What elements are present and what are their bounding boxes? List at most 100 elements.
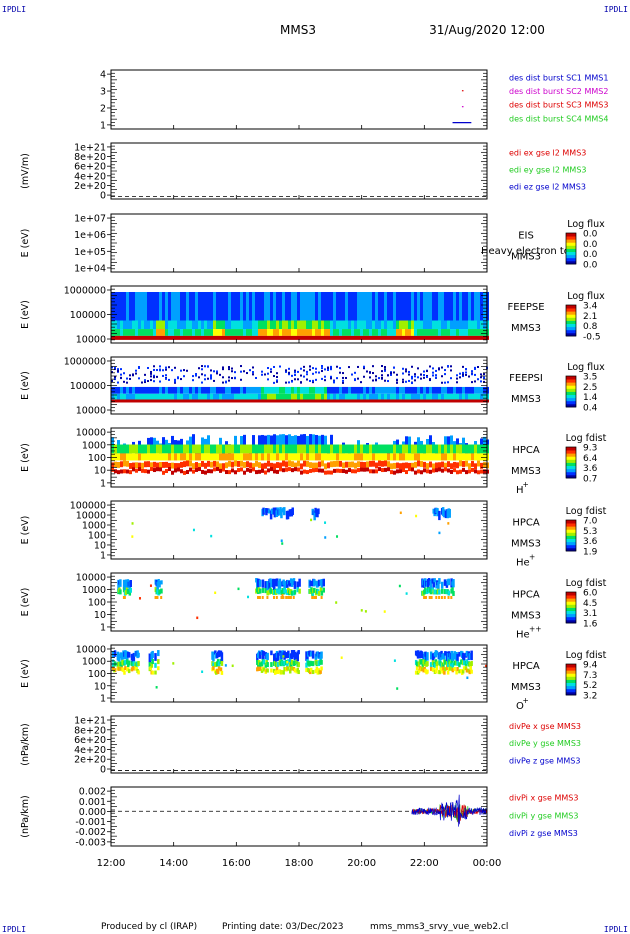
feepse-cell [393,329,396,336]
hpca_o-cell [458,651,461,657]
hpca_he-cell [447,522,450,525]
feepse-cell [252,292,255,321]
feepse-cell [372,335,375,340]
feepsi-ytick-label: 1000000 [64,356,106,367]
hpca_h-cell [354,462,357,469]
hpca_o-species-label: O [516,701,524,712]
hpca_h-cell [453,453,456,461]
hpca_h-cell [186,460,189,467]
feepsi-cell [201,368,203,371]
feepse-cell [468,329,471,336]
feepsi-cell [180,378,182,381]
hpca_o-cell [270,668,273,673]
hpca_h-cell [189,436,192,448]
feepsi-cell [363,386,366,394]
hpca_o-cell [220,652,224,663]
hpca_h-cell [303,453,306,461]
hpca_hepp-cell [258,579,262,587]
hpca_h-cell [264,462,267,469]
feepsi-cell [156,399,159,403]
feepse-cell [201,329,204,336]
feepse-cell [183,320,186,330]
eis-colorbar-swatch [566,236,576,240]
hpca_h-cell [354,469,357,474]
hpca_h-cell [207,435,210,446]
eis-colorbar-swatch [566,260,576,265]
feepsi-cell [294,386,297,394]
feepsi-cell [363,399,366,403]
hpca_h-cell [189,460,192,467]
feepse-cell [210,292,213,321]
feepsi-cell [468,386,471,394]
feepsi-cell [306,386,309,394]
hpca_h-cell [150,453,153,461]
feepse-cell [150,329,153,336]
hpca_o-cell [283,650,286,660]
hpca_h-cell [372,444,375,454]
hpca_h-cell [222,453,225,461]
hpca_h-cell [399,463,402,470]
feepse-cell [249,292,252,321]
feepsi-cell [438,368,440,371]
feepse-cell [213,292,216,321]
hpca_o-cell [434,669,438,674]
hpca_h-cell [339,453,342,461]
feepse-cell [456,329,459,336]
divpi-series-line [411,794,487,827]
hpca_h-cell [255,453,258,461]
hpca_h-cell [168,453,171,461]
divpi-legend-entry: divPi x gse MMS3 [509,793,578,802]
feepsi-cell [342,372,344,375]
feepsi-cell [201,386,204,394]
hpca_h-colorbar-tick: 6.4 [583,454,598,464]
hpca_h-cell [267,444,270,454]
divpe-ytick-label: 4e+20 [74,745,106,756]
hpca_h-cell [429,444,432,454]
hpca_o-cell [117,653,121,662]
feepsi-cell [150,393,153,400]
feepse-colorbar-frame [565,304,577,337]
hpca_o-cell [154,670,157,675]
feepse-cell [354,335,357,340]
hpca_h-cell [471,444,474,454]
feepsi-cell [279,393,282,400]
feepse-cell [111,320,114,330]
feepsi-cell [453,399,456,403]
hpca_h-cell [333,444,336,454]
feepse-cell [300,329,303,336]
hpca_o-cell [124,659,127,665]
hpca_o-cell [470,650,473,661]
feepse-cell [174,320,177,330]
feepsi-cell [150,379,152,382]
hpca_h-cell [174,453,177,461]
hpca_h-cell [258,444,261,454]
hpca_hepp-cell [451,587,454,593]
hpca_h-cell [444,462,447,469]
feepse-cell [204,329,207,336]
feepse-cell [348,329,351,336]
hpca_h-cell [384,453,387,461]
hpca_h-cell [228,444,231,454]
feepsi-cell [360,399,363,403]
hpca_hepp-cell [288,580,292,587]
feepsi-cell [441,386,444,394]
hpca_h-cell [294,453,297,461]
hpca_h-cell [150,467,153,472]
hpca_h-cell [477,453,480,461]
feepse-cell [351,292,354,321]
hpca_h-cell [270,462,273,469]
hpca_hepp-ylabel: E (eV) [20,588,31,617]
feepsi-cell [417,399,420,403]
feepse-cell [306,320,309,330]
feepsi-cell [216,399,219,403]
feepsi-cell [204,399,207,403]
eis-ytick-label: 1e+04 [74,263,106,274]
hpca_o-cell [442,666,445,671]
hpca_hepp-cell [313,587,316,593]
hpca_hepp-cell [278,588,282,594]
hpca_h-cell [123,444,126,454]
feepsi-cell [402,393,405,400]
feepsi-cell [252,366,254,369]
feepsi-cell [462,375,464,378]
hpca_hepp-cell [275,596,278,599]
